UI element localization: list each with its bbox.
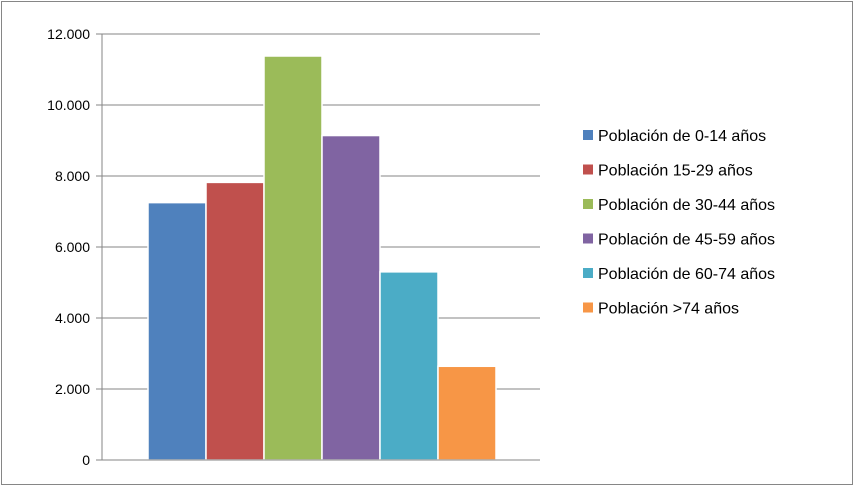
legend-label: Población de 60-74 años bbox=[598, 266, 775, 283]
y-axis-ticks: 0 2.000 4.000 6.000 8.000 10.000 12.000 bbox=[47, 26, 102, 468]
legend-label: Población de 30-44 años bbox=[598, 197, 775, 214]
legend-label: Población >74 años bbox=[598, 301, 739, 318]
y-tick-label: 2.000 bbox=[55, 381, 90, 397]
legend-swatch bbox=[583, 268, 593, 278]
bar-1 bbox=[147, 201, 207, 461]
legend-swatch bbox=[583, 302, 593, 313]
y-tick-label: 10.000 bbox=[47, 97, 90, 113]
axes bbox=[101, 34, 540, 461]
bar-3 bbox=[263, 55, 323, 461]
y-tick-label: 6.000 bbox=[55, 239, 90, 255]
legend-label: Población 15-29 años bbox=[598, 163, 753, 180]
y-tick-label: 4.000 bbox=[55, 310, 90, 326]
y-tick-label: 0 bbox=[82, 452, 90, 468]
legend-label: Población de 0-14 años bbox=[598, 128, 766, 145]
bar-4 bbox=[321, 134, 381, 461]
bar-2 bbox=[205, 181, 265, 461]
y-tick-label: 8.000 bbox=[55, 168, 90, 184]
legend-swatch bbox=[583, 130, 593, 140]
legend-swatch bbox=[583, 199, 593, 209]
legend-swatch bbox=[583, 233, 593, 244]
legend-label: Población de 45-59 años bbox=[598, 232, 775, 249]
bars bbox=[147, 55, 497, 461]
y-tick-label: 12.000 bbox=[47, 26, 90, 42]
bar-5 bbox=[379, 271, 439, 461]
bar-6 bbox=[437, 365, 497, 461]
legend: Población de 0-14 años Población 15-29 añ… bbox=[583, 128, 775, 318]
legend-swatch bbox=[583, 164, 593, 175]
